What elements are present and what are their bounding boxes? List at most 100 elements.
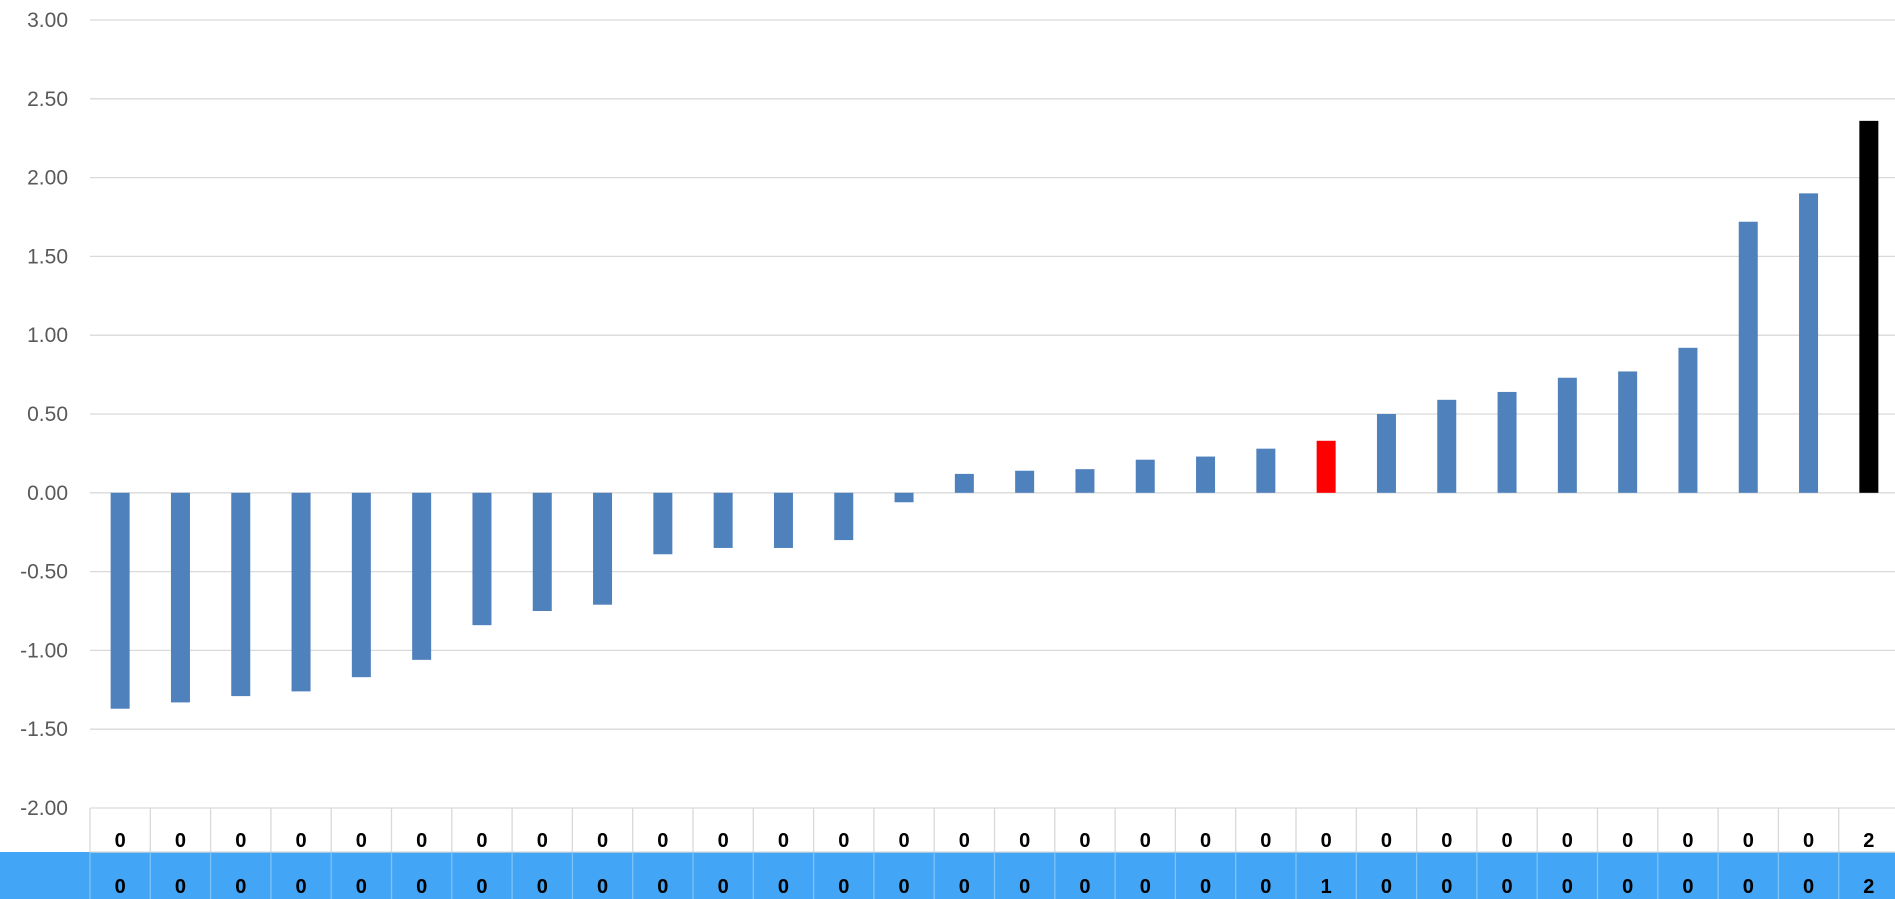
- bar: [1015, 470, 1035, 493]
- table-cell: 0: [476, 830, 487, 852]
- bar: [472, 492, 492, 626]
- y-tick-label: 1.00: [27, 324, 68, 347]
- table-cell: 0: [175, 830, 186, 852]
- bar: [1738, 221, 1758, 493]
- table-cell: 0: [1260, 876, 1271, 898]
- y-tick-label: 2.00: [27, 167, 68, 190]
- table-cell: 0: [1140, 830, 1151, 852]
- table-cell: 0: [1622, 830, 1633, 852]
- y-tick-label: 3.00: [27, 9, 68, 32]
- table-cell: 0: [898, 830, 909, 852]
- table-cell: 0: [1079, 830, 1090, 852]
- table-cell: 0: [718, 830, 729, 852]
- table-cell: 0: [476, 876, 487, 898]
- y-tick-label: 2.50: [27, 88, 68, 111]
- table-cell: 0: [416, 830, 427, 852]
- table-cell: 0: [1743, 830, 1754, 852]
- y-tick-label: -1.50: [20, 718, 68, 741]
- bar: [1196, 456, 1216, 493]
- table-cell: 2: [1863, 830, 1874, 852]
- bars: [110, 120, 1879, 709]
- bar: [954, 473, 974, 493]
- table-cell: 0: [356, 830, 367, 852]
- table-cell: 0: [175, 876, 186, 898]
- table-cell: 0: [1562, 830, 1573, 852]
- table-cell: 0: [778, 830, 789, 852]
- table-cell: 1: [1321, 876, 1332, 898]
- table-cell: 0: [1682, 830, 1693, 852]
- y-tick-label: 0.00: [27, 482, 68, 505]
- bar: [1075, 469, 1095, 493]
- table-cell: 0: [356, 876, 367, 898]
- table-cell: 0: [1682, 876, 1693, 898]
- y-tick-label: 1.50: [27, 245, 68, 268]
- y-tick-label: -1.00: [20, 639, 68, 662]
- bar: [1799, 193, 1819, 493]
- table-cell: 0: [1441, 830, 1452, 852]
- table-cell: 0: [959, 830, 970, 852]
- table-cell: 0: [898, 876, 909, 898]
- bar: [894, 492, 914, 503]
- table-cell: 0: [235, 876, 246, 898]
- table-cell: 2: [1863, 876, 1874, 898]
- table-cell: 0: [1803, 876, 1814, 898]
- table-cell: 0: [959, 876, 970, 898]
- bar: [713, 492, 733, 548]
- bar: [1497, 391, 1517, 493]
- table-cell: 0: [1381, 830, 1392, 852]
- table-cell: 0: [1622, 876, 1633, 898]
- table-cell: 0: [416, 876, 427, 898]
- table-cell: 0: [1200, 876, 1211, 898]
- bar: [532, 492, 552, 611]
- table-cell: 0: [1743, 876, 1754, 898]
- table-cell: 0: [1140, 876, 1151, 898]
- bar: [231, 492, 251, 697]
- table-cell: 0: [778, 876, 789, 898]
- bar: [1376, 414, 1396, 493]
- data-table: 0 0 0 0 0 0 0 0 0 0 0 0 0 0 0 0 0 0 0 0 0 0 0 0 0 0 0 0 0 2 0 0 0 0 0 0 0 0 0 0…: [0, 807, 1895, 899]
- table-cell: 0: [1079, 876, 1090, 898]
- table-cell: 0: [1019, 830, 1030, 852]
- table-cell: 0: [597, 830, 608, 852]
- bar: [773, 492, 793, 548]
- bar: [412, 492, 432, 660]
- bar: [110, 492, 130, 709]
- table-cell: 0: [597, 876, 608, 898]
- table-cell: 0: [1381, 876, 1392, 898]
- table-cell: 0: [1019, 876, 1030, 898]
- table-cell: 0: [1321, 830, 1332, 852]
- bar: [653, 492, 673, 555]
- table-cell: 0: [657, 876, 668, 898]
- bar: [1135, 459, 1155, 493]
- table-cell: 0: [1441, 876, 1452, 898]
- bar: [1316, 440, 1336, 493]
- table-cell: 0: [1562, 876, 1573, 898]
- table-band: [0, 852, 1895, 899]
- bar: [593, 492, 613, 605]
- table-cell: 0: [657, 830, 668, 852]
- bar: [1437, 399, 1457, 493]
- table-cell: 0: [295, 830, 306, 852]
- bar: [170, 492, 190, 703]
- table-cell: 0: [537, 876, 548, 898]
- y-tick-label: -0.50: [20, 561, 68, 584]
- y-tick-label: -2.00: [20, 797, 68, 820]
- table-cell: 0: [115, 876, 126, 898]
- table-cell: 0: [235, 830, 246, 852]
- table-cell: 0: [718, 876, 729, 898]
- y-tick-label: 0.50: [27, 403, 68, 426]
- bar: [1557, 377, 1577, 493]
- table-cell: 0: [1803, 830, 1814, 852]
- table-cell: 0: [1200, 830, 1211, 852]
- bar: [1859, 120, 1879, 493]
- gridlines: [90, 19, 1895, 730]
- bar: [1678, 347, 1698, 493]
- table-cell: 0: [1501, 876, 1512, 898]
- table-cell: 0: [115, 830, 126, 852]
- bar: [1256, 448, 1276, 493]
- table-cell: 0: [838, 876, 849, 898]
- table-cell: 0: [1501, 830, 1512, 852]
- table-cell: 0: [1260, 830, 1271, 852]
- table-cell: 0: [537, 830, 548, 852]
